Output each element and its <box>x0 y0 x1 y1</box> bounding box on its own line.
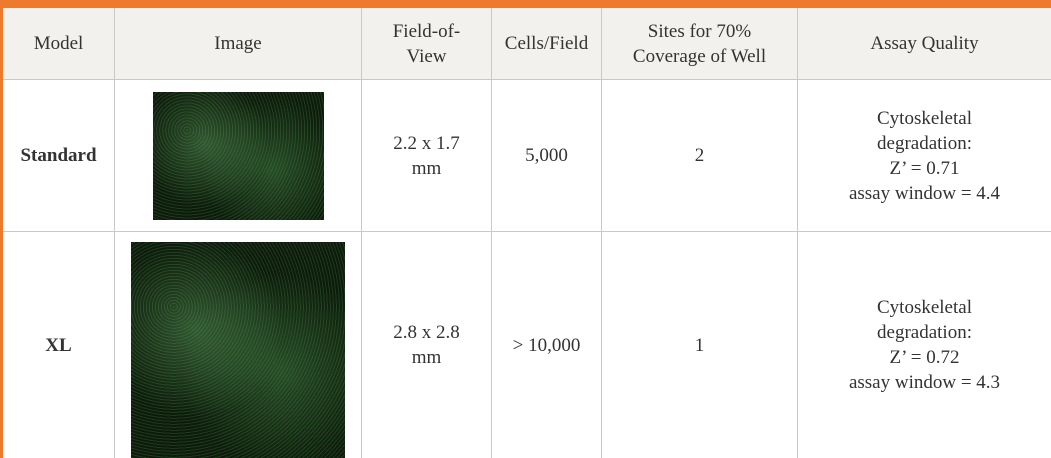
model-cell: Standard <box>2 80 115 232</box>
header-text: View <box>366 44 487 69</box>
quality: assay window = 4.4 <box>802 181 1047 206</box>
image-cell <box>115 232 362 458</box>
micrograph <box>131 242 345 458</box>
header-bar <box>0 0 1051 8</box>
model: Standard <box>20 145 96 166</box>
header-text: Field-of- <box>366 19 487 44</box>
fov: mm <box>366 156 487 181</box>
header-cell: Field-of-View <box>362 8 492 80</box>
header-text: Assay Quality <box>802 31 1047 56</box>
sites-cell: 1 <box>602 232 798 458</box>
cells-cell: > 10,000 <box>492 232 602 458</box>
model: XL <box>45 335 71 356</box>
header-text: Sites for 70% <box>606 19 793 44</box>
quality: Z’ = 0.72 <box>802 345 1047 370</box>
header-cell: Image <box>115 8 362 80</box>
fov: mm <box>366 345 487 370</box>
cells-cell: 5,000 <box>492 80 602 232</box>
header-cell: Cells/Field <box>492 8 602 80</box>
header-cell: Model <box>2 8 115 80</box>
header-cell: Assay Quality <box>798 8 1051 80</box>
quality: degradation: <box>802 320 1047 345</box>
header-text: Coverage of Well <box>606 44 793 69</box>
image-cell <box>115 80 362 232</box>
micrograph <box>153 92 324 220</box>
quality: Z’ = 0.71 <box>802 156 1047 181</box>
quality: assay window = 4.3 <box>802 370 1047 395</box>
sites: 2 <box>695 145 705 166</box>
quality: Cytoskeletal <box>802 106 1047 131</box>
cells: 5,000 <box>525 145 568 166</box>
cells: > 10,000 <box>513 335 581 356</box>
sites: 1 <box>695 335 705 356</box>
page: ModelImageField-of-ViewCells/FieldSites … <box>0 0 1051 458</box>
fov: 2.8 x 2.8 <box>366 320 487 345</box>
sites-cell: 2 <box>602 80 798 232</box>
header-text: Model <box>7 31 110 56</box>
header-text: Cells/Field <box>496 31 597 56</box>
header-text: Image <box>119 31 357 56</box>
model-cell: XL <box>2 232 115 458</box>
quality: degradation: <box>802 131 1047 156</box>
header-cell: Sites for 70%Coverage of Well <box>602 8 798 80</box>
quality: Cytoskeletal <box>802 295 1047 320</box>
fov: 2.2 x 1.7 <box>366 131 487 156</box>
